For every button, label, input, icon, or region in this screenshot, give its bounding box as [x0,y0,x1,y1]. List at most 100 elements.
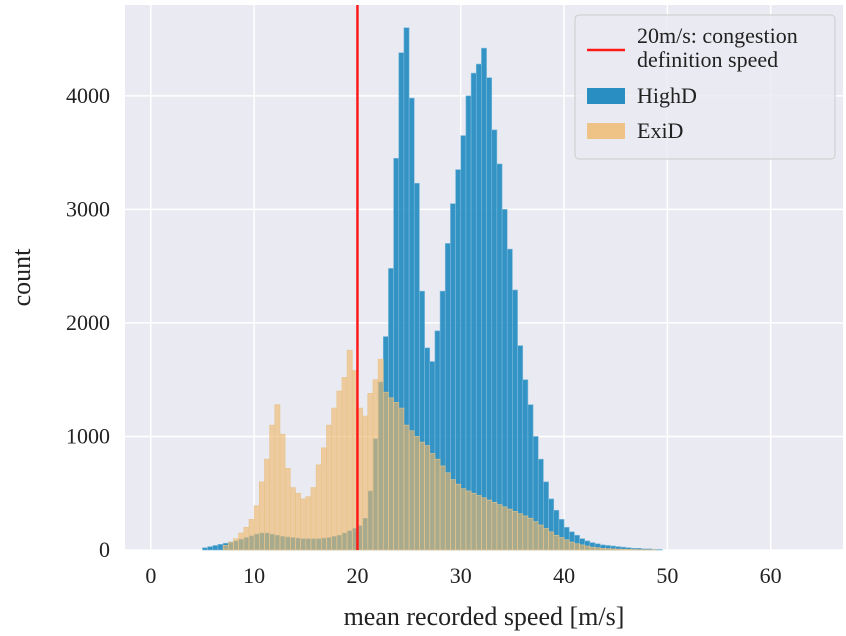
y-tick-label: 1000 [66,423,110,448]
exid-bar [532,521,539,551]
exid-bar [486,499,493,551]
exid-bar [331,407,338,551]
highd-bar [481,47,487,551]
exid-bar [429,453,436,551]
y-tick-label: 0 [99,537,110,562]
legend-label-highd: HighD [637,83,697,108]
exid-bar [610,548,617,551]
exid-bar [243,526,250,551]
exid-bar [315,464,322,551]
exid-bar [563,539,570,551]
exid-bar [527,517,534,551]
highd-bar [501,209,508,551]
legend-label-exid: ExiD [637,118,683,143]
exid-bar [475,495,482,551]
exid-bar [615,548,622,551]
exid-bar [517,513,524,551]
highd-bar [491,129,498,551]
exid-bar [605,548,611,551]
exid-bar [413,436,420,551]
exid-bar [558,537,565,551]
exid-bar [326,424,332,551]
y-tick-label: 4000 [66,83,110,108]
exid-bar [382,391,389,551]
exid-bar [274,404,281,551]
x-axis-title: mean recorded speed [m/s] [344,602,625,631]
exid-bar [393,402,400,551]
highd-bar [486,77,493,551]
legend: 20m/s: congestion definition speed HighD… [574,14,836,160]
y-tick-label: 3000 [66,196,110,221]
exid-bar [455,483,462,551]
exid-bar [305,496,312,551]
exid-bar [372,379,379,551]
highd-bar [207,546,214,551]
exid-bar [336,390,343,551]
y-axis-title: count [7,248,36,307]
highd-bar [465,95,472,551]
exid-bar [346,349,353,551]
exid-bar [300,498,307,551]
exid-bar [320,447,327,551]
exid-bar [238,532,245,551]
exid-bar [289,487,296,551]
exid-bar [295,492,301,551]
exid-bars [222,349,658,551]
exid-bar [377,358,384,551]
exid-bar [450,479,456,551]
exid-bar [548,531,555,551]
exid-bar [233,538,239,551]
exid-bar [501,506,508,551]
exid-bar [269,424,276,551]
legend-label-reference-line-1: 20m/s: congestion [637,23,798,48]
highd-bar [512,289,518,551]
exid-bar [444,472,451,551]
highd-bar [460,135,467,551]
x-tick-label: 60 [760,563,782,588]
x-tick-label: 10 [243,563,265,588]
legend-swatch-highd [587,88,625,104]
legend-box [574,14,836,160]
legend-swatch-exid [587,123,625,139]
highd-bar [212,545,219,551]
exid-bar [594,547,601,551]
exid-bar [362,415,369,551]
exid-bar [574,543,580,551]
exid-bar [470,492,477,551]
x-tick-label: 0 [145,563,156,588]
highd-bar [470,72,477,551]
exid-bar [388,397,394,551]
y-tick-labels: 0 1000 2000 3000 4000 [66,83,110,562]
x-tick-label: 50 [656,563,678,588]
exid-bar [491,502,498,551]
exid-bar [553,534,560,551]
exid-bar [543,528,549,551]
highd-bar [217,544,224,551]
exid-bar [408,430,415,551]
exid-bar [284,467,291,551]
exid-bar [439,465,446,551]
x-tick-label: 40 [553,563,575,588]
exid-bar [496,504,503,551]
exid-bar [568,541,575,551]
exid-bar [341,377,348,551]
exid-bar [537,524,544,551]
legend-label-reference-line-2: definition speed [637,47,778,72]
exid-bar [584,545,591,551]
exid-bar [424,445,431,551]
exid-bar [253,505,260,551]
exid-bar [264,458,270,551]
exid-bar [279,433,286,551]
exid-bar [465,490,472,551]
x-tick-labels: 0 10 20 30 40 50 60 [145,563,781,588]
exid-bar [625,549,632,551]
exid-bar [434,458,441,551]
exid-bar [506,508,513,551]
exid-bar [620,549,627,551]
highd-bar [475,63,482,551]
exid-bar [589,546,596,551]
x-tick-label: 30 [450,563,472,588]
y-tick-label: 2000 [66,310,110,335]
exid-bar [367,393,374,551]
